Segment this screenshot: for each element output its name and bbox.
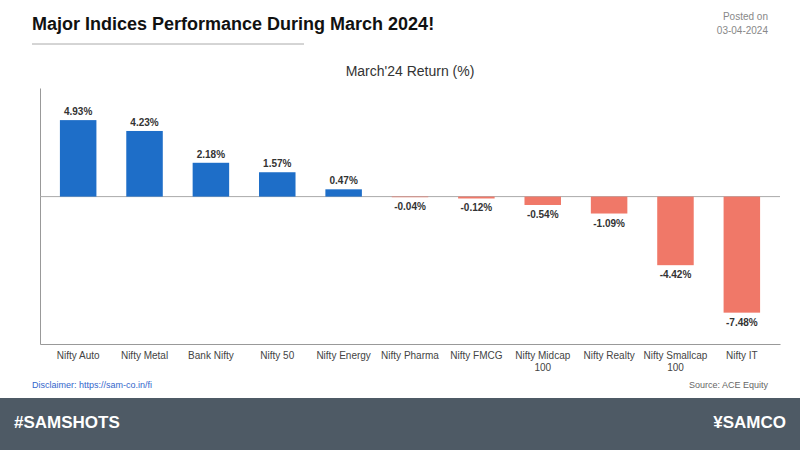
bar bbox=[392, 196, 429, 198]
bar bbox=[193, 163, 230, 197]
x-axis: Nifty Auto Nifty Metal Bank Nifty Nifty 50 N… bbox=[41, 344, 781, 373]
x-tick: Nifty Energy bbox=[316, 344, 370, 361]
x-tick: Nifty Metal bbox=[121, 344, 168, 361]
x-tick: Nifty 50 bbox=[260, 344, 294, 361]
x-tick-label: Nifty 50 bbox=[260, 350, 294, 361]
data-label: 0.47% bbox=[329, 175, 357, 186]
x-tick: Nifty Smallcap100 bbox=[644, 344, 708, 373]
subtitle: March'24 Return (%) bbox=[346, 63, 475, 79]
footer bbox=[0, 398, 800, 450]
data-label: 4.93% bbox=[64, 106, 92, 117]
data-label: -0.54% bbox=[527, 209, 559, 220]
x-tick-label: Nifty FMCG bbox=[450, 350, 502, 361]
footer-right: ¥SAMCO bbox=[713, 413, 786, 432]
data-label: -0.04% bbox=[394, 201, 426, 212]
bar bbox=[259, 172, 296, 196]
posted-on: Posted on bbox=[723, 11, 768, 22]
x-tick-label: Bank Nifty bbox=[188, 350, 234, 361]
x-tick: Nifty IT bbox=[726, 344, 758, 361]
bar bbox=[524, 197, 561, 205]
x-tick-label: Nifty Smallcap100 bbox=[644, 350, 708, 373]
x-tick: Nifty Auto bbox=[57, 344, 100, 361]
footer-left: #SAMSHOTS bbox=[14, 413, 120, 432]
data-label: 4.23% bbox=[130, 117, 158, 128]
x-tick: Bank Nifty bbox=[188, 344, 234, 361]
posted-on: 03-04-2024 bbox=[717, 25, 769, 36]
x-tick-label: Nifty IT bbox=[726, 350, 758, 361]
x-tick: Nifty Pharma bbox=[381, 344, 439, 361]
data-label: 1.57% bbox=[263, 158, 291, 169]
x-tick: Nifty FMCG bbox=[450, 344, 502, 361]
bars bbox=[60, 120, 760, 313]
y-axis bbox=[40, 89, 41, 345]
x-tick-label: Nifty Metal bbox=[121, 350, 168, 361]
data-label: -1.09% bbox=[593, 218, 625, 229]
x-tick: Nifty Midcap100 bbox=[515, 344, 570, 373]
x-tick-label: Nifty Auto bbox=[57, 350, 100, 361]
title: Major Indices Performance During March 2… bbox=[32, 14, 434, 34]
bar bbox=[126, 131, 163, 197]
data-label: -7.48% bbox=[726, 317, 758, 328]
bar bbox=[458, 197, 495, 199]
bar bbox=[724, 197, 761, 313]
data-label: -4.42% bbox=[660, 269, 692, 280]
bar bbox=[657, 197, 694, 266]
x-tick-label: Nifty Energy bbox=[316, 350, 370, 361]
title-underline bbox=[32, 44, 304, 45]
source: Source: ACE Equity bbox=[689, 380, 769, 390]
x-tick-label: Nifty Midcap100 bbox=[515, 350, 570, 373]
bar bbox=[325, 189, 362, 196]
data-label: 2.18% bbox=[197, 149, 225, 160]
x-axis-line bbox=[41, 344, 781, 345]
bar bbox=[60, 120, 97, 196]
chart: Major Indices Performance During March 2… bbox=[0, 0, 800, 450]
plot: 4.93% 4.23% 2.18% 1.57% 0.47% -0.04% -0.12% -0.… bbox=[40, 89, 781, 373]
data-label: -0.12% bbox=[461, 202, 493, 213]
x-tick-label: Nifty Pharma bbox=[381, 350, 439, 361]
y-axis-line bbox=[40, 89, 41, 345]
bar bbox=[591, 197, 628, 214]
disclaimer: Disclaimer: https://sam-co.in/fi bbox=[32, 380, 152, 390]
data-labels: 4.93% 4.23% 2.18% 1.57% 0.47% -0.04% -0.12% -0.… bbox=[64, 106, 758, 328]
x-tick-label: Nifty Realty bbox=[584, 350, 635, 361]
x-tick: Nifty Realty bbox=[584, 344, 635, 361]
